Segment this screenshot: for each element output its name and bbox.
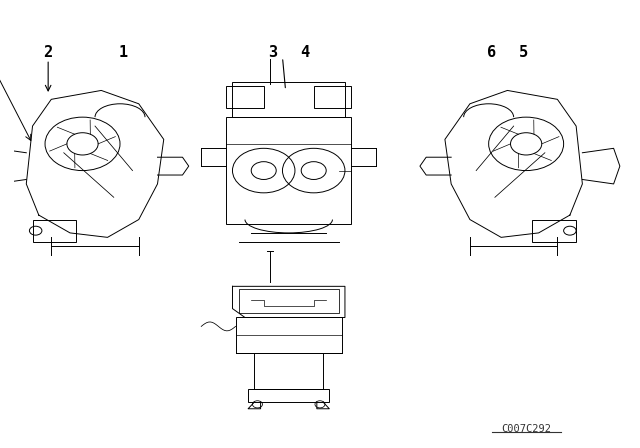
Text: 1: 1 <box>118 45 128 60</box>
Bar <box>532 220 576 242</box>
Text: C007C292: C007C292 <box>501 424 551 434</box>
Text: 6: 6 <box>487 45 497 60</box>
Bar <box>248 389 330 402</box>
Bar <box>254 353 323 389</box>
Bar <box>239 289 339 313</box>
Bar <box>226 86 264 108</box>
Bar <box>226 117 351 224</box>
Text: 2: 2 <box>44 45 52 60</box>
Bar <box>314 86 351 108</box>
Bar <box>33 220 76 242</box>
Text: 4: 4 <box>300 45 309 60</box>
Text: 3: 3 <box>269 45 278 60</box>
Bar <box>236 318 342 353</box>
Text: 5: 5 <box>518 45 527 60</box>
Bar <box>232 82 345 117</box>
